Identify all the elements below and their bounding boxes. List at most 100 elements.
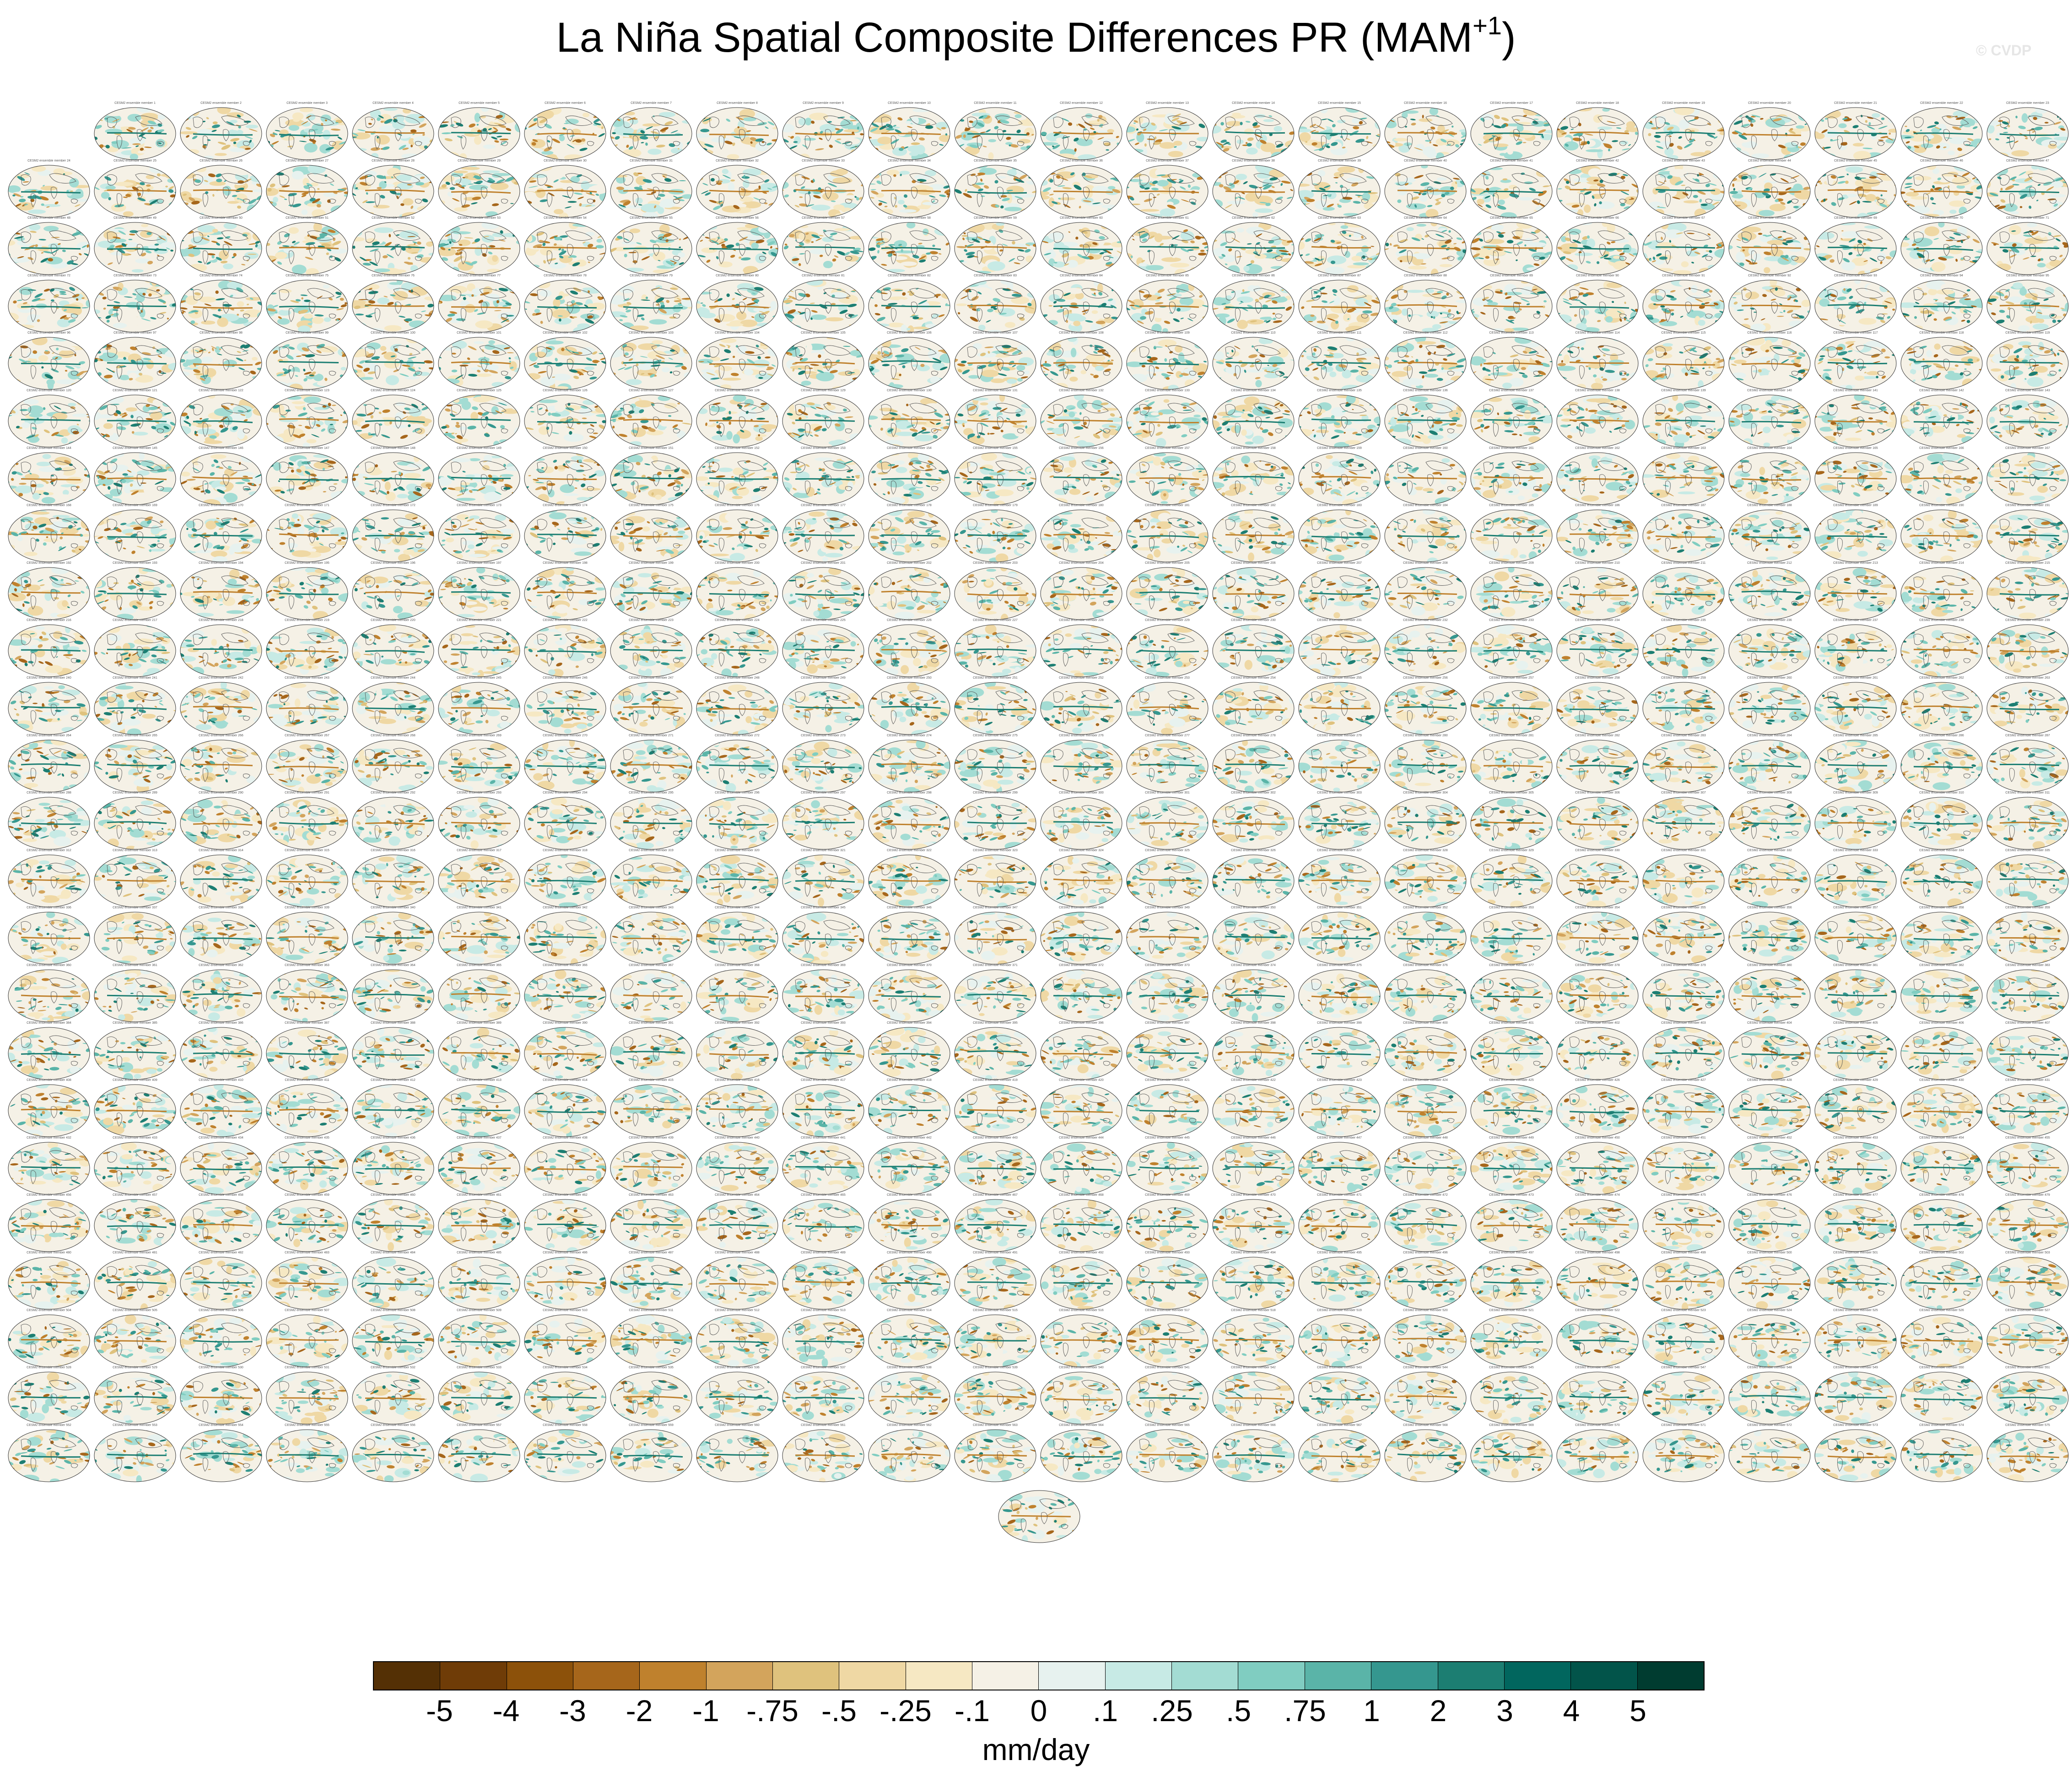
map-panel-title: CESM2 ensemble member 426 [1556,1079,1639,1082]
map-panel: CESM2 ensemble member 511 [610,1309,693,1368]
map-panel: CESM2 ensemble member 453 [1814,1136,1897,1196]
map-panel: CESM2 ensemble member 281 [1470,734,1553,794]
globe-map [1814,624,1897,677]
map-panel-title: CESM2 ensemble member 133 [1126,389,1209,392]
map-panel-title: CESM2 ensemble member 143 [1986,389,2069,392]
map-panel-title: CESM2 ensemble member 531 [265,1366,349,1369]
map-panel: CESM2 ensemble member 4 [351,102,435,161]
map-panel: CESM2 ensemble member 250 [868,676,951,736]
globe-map [1900,567,1983,620]
globe-map [1040,912,1122,965]
globe-map [954,740,1036,793]
map-panel: CESM2 ensemble member 383 [1986,964,2069,1023]
map-panel: CESM2 ensemble member 483 [265,1251,349,1311]
globe-map [1212,1084,1295,1137]
map-panel-title: CESM2 ensemble member 202 [868,562,951,565]
map-panel-title: CESM2 ensemble member 289 [93,791,177,794]
map-panel-title: CESM2 ensemble member 450 [1556,1136,1639,1139]
map-panel-title: CESM2 ensemble member 281 [1470,734,1553,737]
map-panel: CESM2 ensemble member 215 [1986,562,2069,621]
map-panel-title: CESM2 ensemble member 351 [1298,906,1381,909]
map-panel: CESM2 ensemble member 95 [1986,274,2069,334]
map-panel-title: CESM2 ensemble member 45 [1814,159,1897,162]
globe-map [1126,797,1209,850]
globe-map [1728,740,1811,793]
map-panel: CESM2 ensemble member 315 [265,849,349,908]
globe-map [1642,969,1725,1022]
map-panel-title: CESM2 ensemble member 73 [93,274,177,277]
map-panel: CESM2 ensemble member 29 [437,159,521,219]
globe-map [94,1084,176,1137]
map-panel-title: CESM2 ensemble member 144 [7,447,91,450]
map-panel: CESM2 ensemble member 490 [868,1251,951,1311]
map-panel-title: CESM2 ensemble member 146 [179,447,263,450]
globe-map [1040,222,1122,275]
globe-map [1470,1429,1553,1482]
map-panel: CESM2 ensemble member 539 [954,1366,1037,1426]
map-panel-title: CESM2 ensemble member 437 [437,1136,521,1139]
globe-map [1040,854,1122,907]
globe-map [180,222,262,275]
map-panel: CESM2 ensemble member 155 [954,447,1037,506]
globe-map [438,1257,520,1310]
map-panel: CESM2 ensemble member 440 [696,1136,779,1196]
globe-map [352,165,434,218]
globe-map [868,452,950,505]
globe-map [94,854,176,907]
globe-map [266,1027,348,1080]
globe-map [1298,452,1381,505]
map-panel-title: CESM2 ensemble member 108 [1040,331,1123,335]
globe-map [1728,912,1811,965]
globe-map [1900,222,1983,275]
map-panel: CESM2 ensemble member 321 [782,849,865,908]
globe-map [696,394,778,448]
globe-map [1728,1199,1811,1252]
map-panel-title: CESM2 ensemble member 14 [1212,102,1295,105]
globe-map [1814,912,1897,965]
map-panel: CESM2 ensemble member 529 [93,1366,177,1426]
map-panel: CESM2 ensemble member 395 [954,1021,1037,1081]
globe-map [1642,567,1725,620]
map-panel-title: CESM2 ensemble member 399 [1298,1021,1381,1025]
map-panel: CESM2 ensemble member 104 [696,331,779,391]
map-panel: CESM2 ensemble member 523 [1642,1309,1725,1368]
globe-map [1986,452,2069,505]
map-panel: CESM2 ensemble member 545 [1470,1366,1553,1426]
globe-map [1900,740,1983,793]
map-panel-title: CESM2 ensemble member 455 [1986,1136,2069,1139]
globe-map [868,740,950,793]
globe-map [1556,280,1639,333]
globe-map [1642,624,1725,677]
globe-map [954,1199,1036,1252]
globe-map [438,740,520,793]
globe-map [266,394,348,448]
globe-map [1900,1257,1983,1310]
map-panel-title: CESM2 ensemble member 393 [782,1021,865,1025]
globe-map [524,165,606,218]
map-panel-title: CESM2 ensemble member 272 [696,734,779,737]
map-panel: CESM2 ensemble member 82 [868,274,951,334]
map-panel: CESM2 ensemble member 556 [351,1424,435,1483]
map-panel: CESM2 ensemble member 499 [1642,1251,1725,1311]
map-panel-title: CESM2 ensemble member 545 [1470,1366,1553,1369]
map-panel: CESM2 ensemble member 257 [1470,676,1553,736]
map-panel-title: CESM2 ensemble member 401 [1470,1021,1553,1025]
map-panel: CESM2 ensemble member 444 [1040,1136,1123,1196]
globe-map [1470,1372,1553,1425]
map-panel-title: CESM2 ensemble member 53 [437,216,521,220]
map-panel: CESM2 ensemble member 195 [265,562,349,621]
globe-map [1298,1027,1381,1080]
map-panel: CESM2 ensemble member 227 [954,619,1037,678]
map-panel-title: CESM2 ensemble member 173 [437,504,521,507]
map-panel-title: CESM2 ensemble member 199 [610,562,693,565]
map-panel: CESM2 ensemble member 413 [437,1079,521,1138]
map-panel-title: CESM2 ensemble member 484 [351,1251,435,1254]
map-panel: CESM2 ensemble member 7 [610,102,693,161]
globe-map [352,1084,434,1137]
map-panel: CESM2 ensemble member 504 [7,1309,91,1368]
map-panel: CESM2 ensemble member 35 [954,159,1037,219]
globe-map [1986,624,2069,677]
globe-map [1556,107,1639,160]
globe-map [1470,394,1553,448]
map-panel: CESM2 ensemble member 322 [868,849,951,908]
